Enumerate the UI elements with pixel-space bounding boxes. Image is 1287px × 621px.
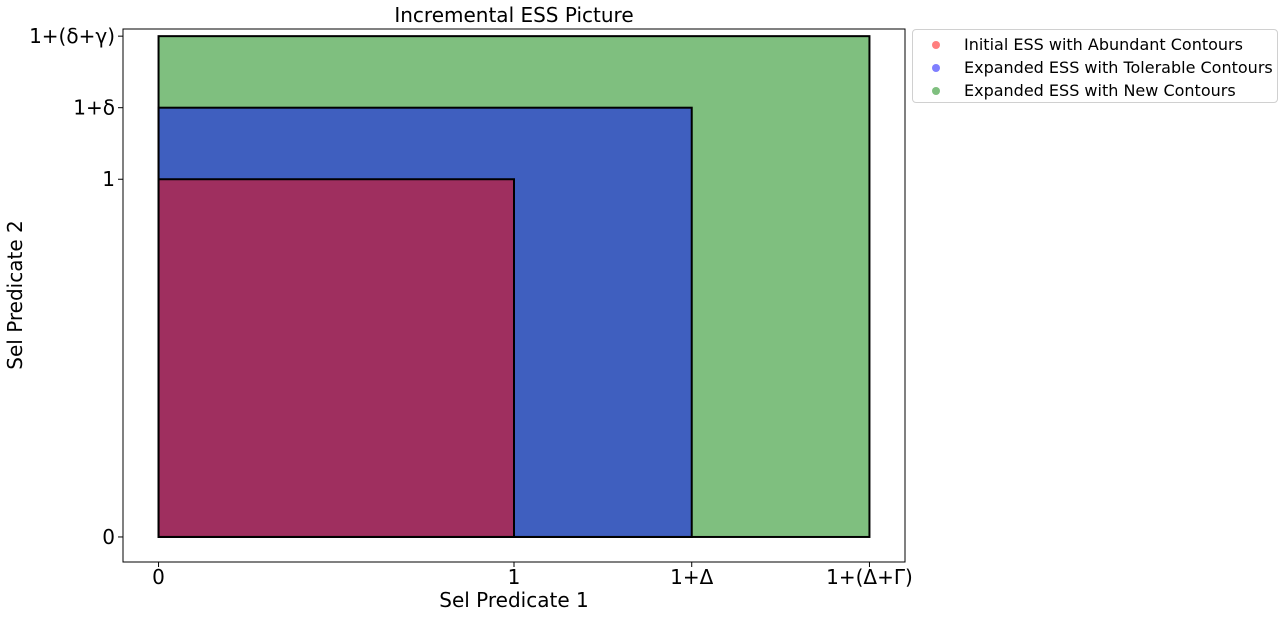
y-axis-label: Sel Predicate 2 [3,220,27,369]
legend-item-new: Expanded ESS with New Contours [913,80,1277,103]
y-tick-label-0: 0 [102,525,115,549]
plot-frame [122,28,906,563]
ticks-layer: 0 1 1+Δ 1+(Δ+Γ) 0 1 1+δ 1+(δ+γ) [29,24,913,589]
legend-item-initial: Initial ESS with Abundant Contours [913,34,1277,57]
legend-marker-new [932,87,940,95]
regions-layer [157,35,871,538]
legend-marker-tolerable [932,64,940,72]
chart-title: Incremental ESS Picture [394,3,633,27]
legend-label-new: Expanded ESS with New Contours [964,81,1236,100]
x-tick-label-0: 0 [152,565,165,589]
y-tick-label-1: 1 [102,167,115,191]
region-initial [157,178,516,538]
y-tick-label-2: 1+δ [73,96,115,120]
legend-label-initial: Initial ESS with Abundant Contours [964,35,1243,54]
y-tick-label-3: 1+(δ+γ) [29,24,115,48]
legend-label-tolerable: Expanded ESS with Tolerable Contours [964,58,1273,77]
x-tick-label-2: 1+Δ [670,565,713,589]
legend: Initial ESS with Abundant Contours Expan… [912,29,1278,103]
legend-item-tolerable: Expanded ESS with Tolerable Contours [913,57,1277,80]
x-tick-label-3: 1+(Δ+Γ) [826,565,913,589]
x-axis-label: Sel Predicate 1 [439,588,588,612]
x-tick-label-1: 1 [508,565,521,589]
legend-marker-initial [932,41,940,49]
